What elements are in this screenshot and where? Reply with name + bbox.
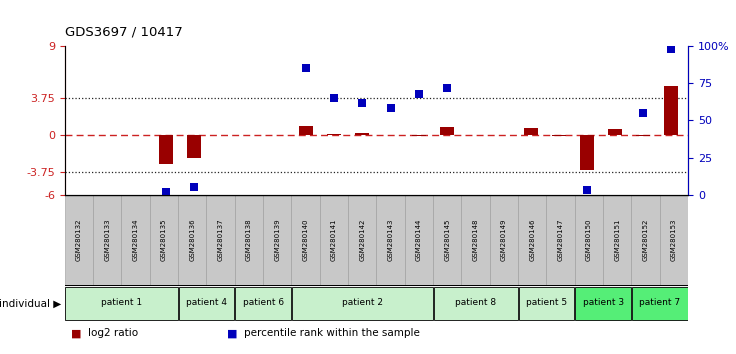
- Bar: [235, 195, 263, 285]
- Text: patient 3: patient 3: [583, 298, 623, 307]
- Text: GSM280148: GSM280148: [473, 218, 478, 261]
- Bar: [65, 195, 93, 285]
- Bar: [552, 135, 566, 136]
- Text: GSM280140: GSM280140: [302, 218, 308, 261]
- Text: patient 4: patient 4: [186, 298, 227, 307]
- Text: GSM280136: GSM280136: [189, 218, 195, 261]
- Bar: [377, 195, 405, 285]
- Bar: [93, 195, 121, 285]
- Text: GSM280143: GSM280143: [388, 218, 394, 261]
- Text: patient 2: patient 2: [342, 298, 383, 307]
- Text: individual ▶: individual ▶: [0, 298, 61, 309]
- Text: GSM280151: GSM280151: [615, 218, 620, 261]
- Text: GSM280146: GSM280146: [529, 218, 535, 261]
- Bar: [320, 195, 348, 285]
- Bar: [405, 195, 434, 285]
- Bar: [300, 126, 314, 135]
- Bar: [179, 287, 234, 320]
- Bar: [348, 195, 377, 285]
- Bar: [150, 195, 178, 285]
- Bar: [66, 287, 177, 320]
- Bar: [291, 195, 320, 285]
- Text: GSM280138: GSM280138: [246, 218, 252, 261]
- Bar: [236, 287, 291, 320]
- Bar: [604, 195, 631, 285]
- Text: GSM280152: GSM280152: [643, 219, 648, 261]
- Bar: [178, 195, 206, 285]
- Bar: [524, 128, 538, 135]
- Text: ■: ■: [227, 328, 237, 338]
- Bar: [434, 195, 461, 285]
- Text: percentile rank within the sample: percentile rank within the sample: [244, 328, 420, 338]
- Bar: [206, 195, 235, 285]
- Text: GSM280139: GSM280139: [275, 218, 280, 261]
- Bar: [518, 195, 546, 285]
- Text: patient 5: patient 5: [526, 298, 567, 307]
- Bar: [121, 195, 150, 285]
- Text: GDS3697 / 10417: GDS3697 / 10417: [65, 26, 183, 39]
- Text: GSM280145: GSM280145: [445, 219, 450, 261]
- Text: GSM280150: GSM280150: [586, 218, 592, 261]
- Bar: [631, 195, 660, 285]
- Text: patient 7: patient 7: [640, 298, 680, 307]
- Bar: [580, 135, 594, 170]
- Bar: [546, 195, 575, 285]
- Bar: [461, 195, 490, 285]
- Bar: [159, 135, 173, 164]
- Bar: [292, 287, 433, 320]
- Text: log2 ratio: log2 ratio: [88, 328, 138, 338]
- Text: GSM280135: GSM280135: [161, 218, 167, 261]
- Text: GSM280132: GSM280132: [76, 218, 82, 261]
- Text: GSM280153: GSM280153: [671, 218, 677, 261]
- Text: GSM280142: GSM280142: [359, 219, 365, 261]
- Text: GSM280133: GSM280133: [105, 218, 110, 261]
- Text: patient 8: patient 8: [455, 298, 496, 307]
- Bar: [263, 195, 291, 285]
- Bar: [328, 134, 342, 135]
- Bar: [608, 129, 622, 135]
- Bar: [636, 135, 650, 136]
- Bar: [575, 195, 604, 285]
- Text: GSM280144: GSM280144: [416, 219, 422, 261]
- Bar: [490, 195, 518, 285]
- Bar: [355, 133, 369, 135]
- Text: GSM280149: GSM280149: [501, 218, 507, 261]
- Bar: [434, 287, 517, 320]
- Text: GSM280147: GSM280147: [558, 218, 564, 261]
- Text: GSM280137: GSM280137: [218, 218, 224, 261]
- Text: patient 6: patient 6: [243, 298, 283, 307]
- Text: patient 1: patient 1: [101, 298, 142, 307]
- Text: GSM280141: GSM280141: [331, 218, 337, 261]
- Bar: [660, 195, 688, 285]
- Text: ■: ■: [71, 328, 82, 338]
- Bar: [187, 135, 201, 158]
- Bar: [576, 287, 631, 320]
- Text: GSM280134: GSM280134: [132, 218, 138, 261]
- Bar: [519, 287, 574, 320]
- Bar: [665, 86, 679, 135]
- Bar: [411, 135, 425, 136]
- Bar: [632, 287, 687, 320]
- Bar: [439, 127, 453, 135]
